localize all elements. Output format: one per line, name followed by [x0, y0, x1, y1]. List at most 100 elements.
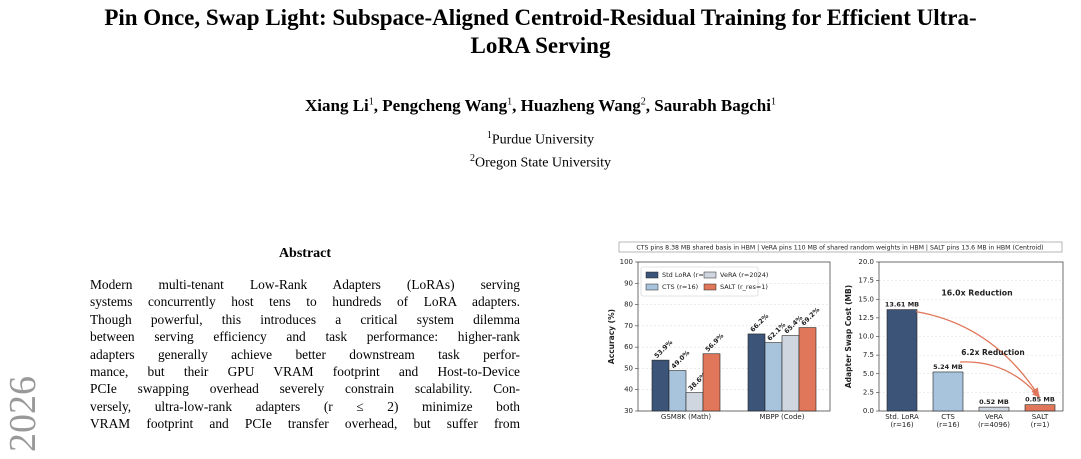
- annotation-arrow: [915, 310, 1039, 396]
- value-label: 66.2%: [749, 312, 771, 334]
- x-tick-label: VeRA (r=4096): [978, 413, 1010, 429]
- value-label: 69.2%: [800, 305, 822, 327]
- author-name: Saurabh Bagchi: [654, 96, 771, 115]
- affiliations: 1Purdue University 2Oregon State Universi…: [0, 127, 1081, 172]
- x-tick-label: Std. LoRA (r=16): [885, 413, 919, 429]
- author-affil: 1: [770, 96, 776, 108]
- abstract-body: Modern multi-tenant Low-Rank Adapters (L…: [90, 276, 520, 433]
- value-label: 0.85 MB: [1025, 396, 1055, 404]
- legend-swatch: [703, 271, 717, 279]
- x-tick-line: (r=1): [1031, 421, 1050, 429]
- abstract-line: versely, ultra-low-rank adapters (r ≤ 2)…: [90, 398, 520, 414]
- y-tick-label: 80: [624, 301, 633, 309]
- paper-title: Pin Once, Swap Light: Subspace-Aligned C…: [104, 5, 977, 58]
- y-tick-label: 15.0: [858, 295, 874, 303]
- abstract-heading: Abstract: [278, 246, 332, 261]
- plot-frame: [878, 261, 1064, 412]
- value-label: 0.52 MB: [979, 398, 1009, 406]
- bar: [651, 359, 670, 412]
- x-tick-label: SALT (r=1): [1031, 413, 1050, 429]
- bar: [668, 370, 687, 412]
- x-tick-line: CTS: [941, 413, 955, 421]
- legend-box: [640, 266, 759, 297]
- figure-note: CTS pins 8.38 MB shared basis in HBM | V…: [636, 245, 1043, 252]
- author-affil: 1: [507, 96, 513, 108]
- x-tick-line: SALT: [1032, 413, 1049, 421]
- legend-swatch: [703, 283, 717, 291]
- y-tick-label: 2.5: [863, 388, 874, 396]
- x-tick-label: CTS (r=16): [936, 413, 959, 429]
- annotation: 16.0x Reduction: [941, 289, 1012, 298]
- y-tick-label: 60: [624, 343, 633, 351]
- annotation-arrow: [959, 361, 1041, 398]
- legend-swatch: [645, 283, 659, 291]
- annotation: 6.2x Reduction: [961, 348, 1024, 357]
- affiliation: 1Purdue University: [0, 127, 1081, 150]
- bar: [886, 309, 918, 412]
- bar: [932, 371, 964, 412]
- bar: [1024, 404, 1056, 412]
- y-tick-label: 50: [624, 364, 633, 372]
- x-tick-line: Std. LoRA: [885, 413, 919, 421]
- y-tick-label: 40: [624, 386, 633, 394]
- legend-label: VeRA (r=2024): [720, 271, 768, 279]
- affil-mark: 1: [486, 130, 492, 141]
- bar: [978, 406, 1010, 412]
- x-tick-line: (r=16): [936, 421, 959, 429]
- affiliation: 2Oregon State University: [0, 150, 1081, 173]
- legend-swatch: [645, 271, 659, 279]
- y-axis-label: Adapter Swap Cost (MB): [844, 285, 853, 388]
- affil-name: Oregon State University: [474, 155, 612, 171]
- y-tick-label: 17.5: [858, 277, 874, 285]
- abstract-line: mance, but their GPU VRAM footprint and …: [90, 364, 520, 380]
- author-affil: 2: [640, 96, 646, 108]
- affil-name: Purdue University: [491, 132, 595, 148]
- bar: [702, 353, 721, 412]
- y-axis-label: Accuracy (%): [607, 309, 616, 364]
- y-tick-label: 12.5: [858, 314, 874, 322]
- x-tick-line: (r=4096): [978, 421, 1010, 429]
- y-tick-label: 90: [624, 279, 633, 287]
- x-tick-line: MBPP (Code): [760, 413, 805, 421]
- legend: Std LoRA (r=16) CTS (r=16) VeRA (r=2024) SA…: [640, 266, 768, 297]
- value-label: 56.9%: [704, 332, 726, 354]
- legend-label: CTS (r=16): [662, 283, 698, 291]
- abstract-line: Modern multi-tenant Low-Rank Adapters (L…: [90, 277, 520, 292]
- value-label: 13.61 MB: [885, 301, 919, 309]
- y-tick-label: 70: [624, 322, 633, 330]
- y-tick-label: 20.0: [858, 258, 874, 266]
- abstract-line: Though powerful, this introduces a criti…: [90, 311, 520, 327]
- abstract-line: VRAM footprint and PCIe transfer overhea…: [90, 416, 520, 432]
- value-label: 5.24 MB: [933, 363, 963, 371]
- y-tick-label: 30: [624, 407, 633, 415]
- abstract-line: PCIe swapping overhead severely constrai…: [90, 381, 520, 397]
- author-name: Xiang Li: [305, 96, 369, 115]
- plot-frame: [637, 261, 831, 412]
- bar: [685, 392, 704, 412]
- author-name: Pengcheng Wang: [382, 96, 508, 115]
- legend-label: Std LoRA (r=16): [662, 271, 715, 279]
- bar: [747, 333, 766, 412]
- bar: [798, 327, 817, 412]
- y-tick-label: 7.5: [863, 351, 874, 359]
- y-tick-label: 10.0: [858, 333, 874, 341]
- y-tick-label: 0.0: [863, 407, 874, 415]
- authors: Xiang Li1, Pengcheng Wang1, Huazheng Wan…: [305, 96, 776, 115]
- affil-mark: 2: [469, 152, 475, 164]
- bar: [764, 342, 783, 412]
- abstract-line: adapters generally achieve better downst…: [90, 346, 520, 362]
- abstract-line: between serving efficiency and task perf…: [90, 329, 520, 345]
- x-tick-label: GSM8K (Math): [661, 413, 711, 421]
- value-label: 49.0%: [670, 348, 692, 370]
- author-affil: 1: [368, 96, 374, 108]
- x-tick-line: (r=16): [890, 421, 913, 429]
- note-box: [618, 241, 1063, 253]
- abstract-line: systems concurrently host tens to hundre…: [90, 294, 520, 310]
- value-label: 53.9%: [653, 338, 675, 360]
- legend-label: SALT (r_res=1): [720, 283, 768, 291]
- y-tick-label: 100: [620, 258, 633, 266]
- bar: [781, 335, 800, 412]
- x-tick-label: MBPP (Code): [760, 413, 805, 421]
